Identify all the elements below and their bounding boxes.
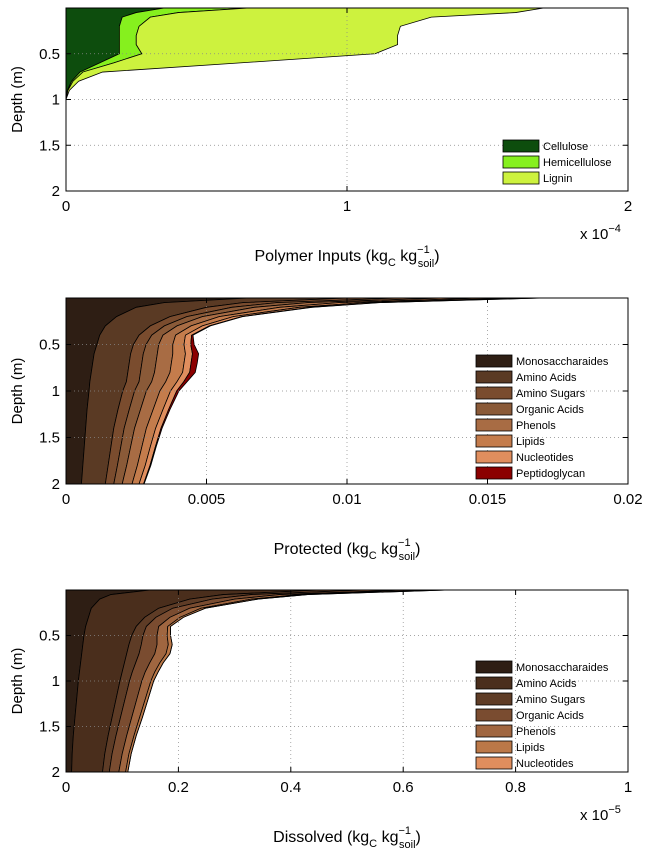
x-axis-label-part: −1 xyxy=(398,537,411,549)
legend-label: Lignin xyxy=(543,173,572,185)
x-axis-label-part: kg xyxy=(377,829,398,846)
legend-swatch xyxy=(475,466,513,480)
legend-label: Monosaccharaides xyxy=(516,662,609,674)
legend-label: Phenols xyxy=(516,420,556,432)
legend-label: Organic Acids xyxy=(516,404,584,416)
x-axis-label-part: −1 xyxy=(417,244,430,256)
area-lignin xyxy=(65,7,544,100)
chart-panel-3: 0 0.2 0.4 0.6 0.8 1 0.5 1 1.5 2 Depth (m) x 10−5 Dis… xyxy=(9,589,632,851)
x-axis-label-part: ) xyxy=(416,829,421,846)
legend-label: Amino Sugars xyxy=(516,388,586,400)
x-tick-label: 0.015 xyxy=(469,491,507,508)
y-tick-label: 1 xyxy=(52,673,60,690)
y-tick-label: 0.5 xyxy=(39,337,60,354)
y-axis-label: Depth (m) xyxy=(9,66,26,133)
x-axis-label-part: kg xyxy=(377,541,398,558)
legend-swatch xyxy=(475,370,513,384)
x-tick-label: 0.6 xyxy=(393,779,414,796)
x-tick-label: 1 xyxy=(343,198,351,215)
x-axis-label-part: Polymer Inputs (kg xyxy=(254,248,387,265)
x-multiplier: x 10−5 xyxy=(580,804,621,824)
legend-swatch xyxy=(475,386,513,400)
legend-label: Lipids xyxy=(516,742,545,754)
legend-swatch xyxy=(475,692,513,706)
legend-swatch xyxy=(502,171,540,185)
x-axis-label-part: soil xyxy=(399,551,416,563)
x-axis-label-part: ) xyxy=(434,248,439,265)
x-multiplier: x 10−4 xyxy=(580,223,621,243)
legend-label: Nucleotides xyxy=(516,452,574,464)
y-tick-label: 0.5 xyxy=(39,628,60,645)
x-tick-label: 0 xyxy=(62,491,70,508)
legend-swatch xyxy=(475,450,513,464)
x-axis-label-part: kg xyxy=(396,248,417,265)
x-tick-label: 2 xyxy=(624,198,632,215)
y-tick-label: 1.5 xyxy=(39,137,60,154)
x-axis-label: Protected (kgC kg−1 soil) xyxy=(274,537,421,563)
y-axis-label: Depth (m) xyxy=(9,648,26,715)
x-tick-label: 1 xyxy=(624,779,632,796)
x-axis-label-part: Protected (kg xyxy=(274,541,369,558)
x-tick-label: 0.4 xyxy=(280,779,301,796)
x-axis-label: Dissolved (kgC kg−1 soil) xyxy=(273,825,421,851)
legend-label: Amino Acids xyxy=(516,372,577,384)
y-tick-label: 1.5 xyxy=(39,430,60,447)
legend-swatch xyxy=(475,724,513,738)
y-tick-label: 2 xyxy=(52,183,60,200)
x-multiplier-exponent: −5 xyxy=(608,804,621,816)
chart-panel-2: 0 0.005 0.01 0.015 0.02 0.5 1 1.5 2 Depth (m) Prot… xyxy=(9,297,643,563)
y-axis-label: Depth (m) xyxy=(9,358,26,425)
legend-label: Monosaccharaides xyxy=(516,356,609,368)
x-axis-label-part: C xyxy=(369,550,377,562)
x-multiplier-base: x 10 xyxy=(580,226,608,243)
x-axis-label: Polymer Inputs (kgC kg−1 soil) xyxy=(254,244,439,270)
legend-swatch xyxy=(475,740,513,754)
legend-swatch xyxy=(502,139,540,153)
legend-swatch xyxy=(475,756,513,770)
x-tick-label: 0.2 xyxy=(168,779,189,796)
x-multiplier-exponent: −4 xyxy=(608,223,621,235)
legend-label: Amino Acids xyxy=(516,678,577,690)
legend-swatch xyxy=(475,418,513,432)
legend-label: Peptidoglycan xyxy=(516,468,585,480)
x-tick-label: 0.01 xyxy=(332,491,361,508)
x-axis-label-part: soil xyxy=(418,258,435,270)
legend-label: Nucleotides xyxy=(516,758,574,770)
legend-label: Phenols xyxy=(516,726,556,738)
y-tick-label: 2 xyxy=(52,476,60,493)
x-tick-label: 0.005 xyxy=(188,491,226,508)
x-axis-label-part: Dissolved (kg xyxy=(273,829,369,846)
y-tick-label: 1 xyxy=(52,92,60,109)
y-tick-label: 2 xyxy=(52,764,60,781)
x-axis-label-part: ) xyxy=(415,541,420,558)
y-tick-label: 1.5 xyxy=(39,719,60,736)
x-tick-label: 0 xyxy=(62,198,70,215)
x-tick-label: 0.8 xyxy=(505,779,526,796)
legend-label: Lipids xyxy=(516,436,545,448)
legend-swatch xyxy=(502,155,540,169)
x-tick-label: 0.02 xyxy=(613,491,642,508)
legend-swatch xyxy=(475,354,513,368)
y-tick-label: 0.5 xyxy=(39,46,60,63)
legend-label: Cellulose xyxy=(543,141,588,153)
y-tick-label: 1 xyxy=(52,383,60,400)
legend-swatch xyxy=(475,660,513,674)
legend-swatch xyxy=(475,434,513,448)
legend-swatch xyxy=(475,676,513,690)
x-tick-label: 0 xyxy=(62,779,70,796)
legend-label: Amino Sugars xyxy=(516,694,586,706)
legend-label: Organic Acids xyxy=(516,710,584,722)
chart-panel-1: 0 1 2 0.5 1 1.5 2 Depth (m) x 10−4 Polymer Inputs… xyxy=(9,7,632,270)
x-axis-label-part: C xyxy=(369,838,377,850)
x-multiplier-base: x 10 xyxy=(580,807,608,824)
legend-swatch xyxy=(475,708,513,722)
x-axis-label-part: soil xyxy=(399,839,416,851)
x-axis-label-part: −1 xyxy=(398,825,411,837)
legend-swatch xyxy=(475,402,513,416)
x-axis-label-part: C xyxy=(388,257,396,269)
legend-label: Hemicellulose xyxy=(543,157,611,169)
